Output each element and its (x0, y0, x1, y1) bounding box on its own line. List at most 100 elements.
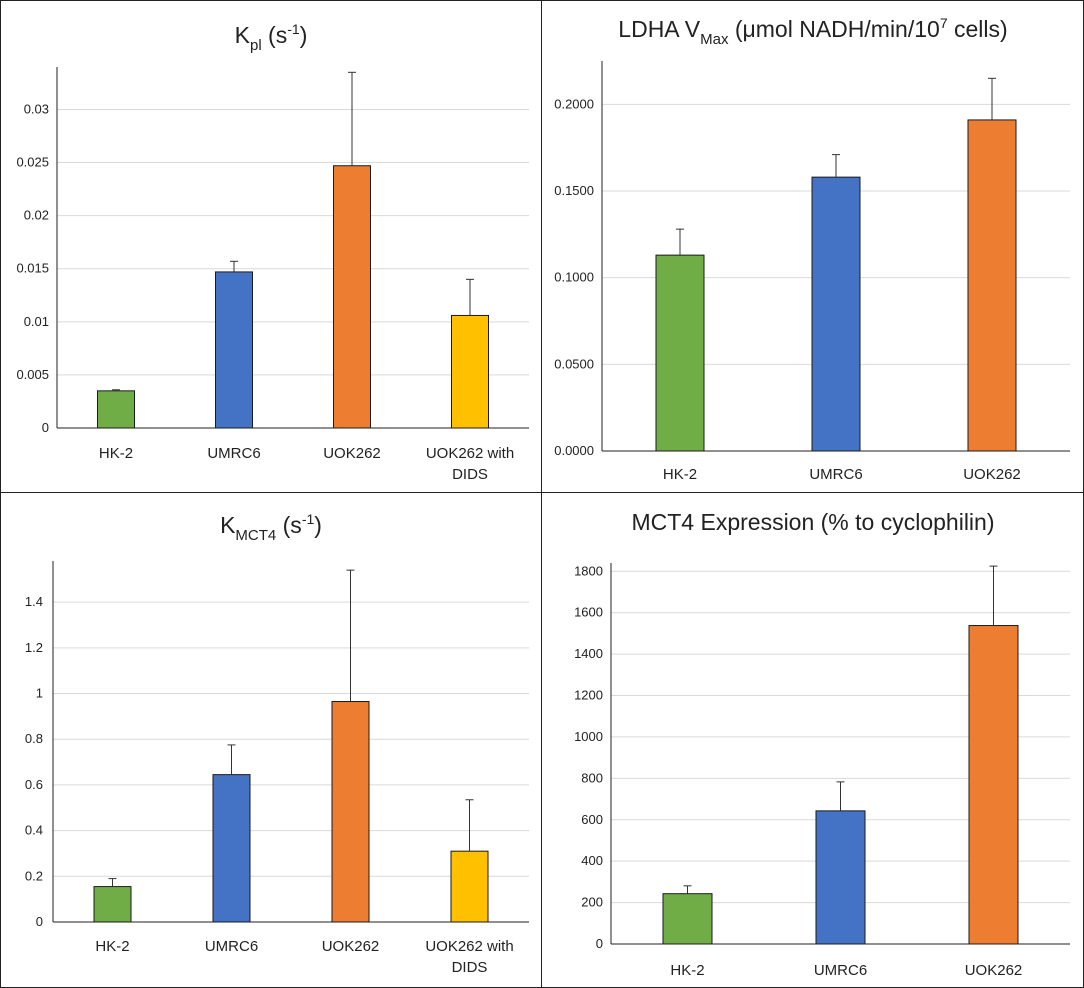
y-tick-label: 0.1000 (554, 270, 594, 285)
y-tick-label: 400 (581, 853, 603, 868)
y-tick-label: 1 (36, 686, 43, 701)
chart-panel-mct4-expression: MCT4 Expression (% to cyclophilin) 0 200 40… (541, 492, 1084, 988)
category-label-line: UOK262 (965, 962, 1023, 979)
title-base: K (220, 512, 236, 538)
title-base: K (235, 22, 251, 48)
title-text: (s (276, 512, 302, 538)
bar (451, 314, 489, 429)
title-base: MCT4 Expression (% to cyclophilin) (631, 509, 994, 535)
x-category-label: HK-2 (99, 445, 133, 462)
title-superscript: -1 (287, 21, 300, 37)
x-category-label: UOK262 (965, 962, 1023, 979)
x-category-label: UMRC6 (814, 962, 867, 979)
bar (967, 119, 1017, 452)
y-tick-label: 0.2000 (554, 96, 594, 111)
category-label-line: HK-2 (670, 962, 704, 979)
y-tick-label: 1000 (574, 729, 603, 744)
category-label-line: UMRC6 (814, 962, 867, 979)
y-tick-label: 0.8 (25, 731, 43, 746)
title-subscript: Max (700, 31, 729, 48)
category-label-line: DIDS (452, 959, 488, 976)
chart-panel-ldha-vmax: LDHA VMax (μmol NADH/min/107 cells) 0.000… (541, 0, 1084, 494)
x-category-label: UOK262 (963, 466, 1021, 483)
category-label-line: UMRC6 (205, 938, 258, 955)
y-tick-label: 0.015 (16, 261, 49, 276)
bar (968, 625, 1019, 945)
y-tick-label: 0 (596, 936, 603, 951)
y-tick-label: 1800 (574, 563, 603, 578)
y-tick-label: 0.0500 (554, 356, 594, 371)
x-category-label: HK-2 (95, 938, 129, 955)
x-category-label: UOK262 with DIDS (425, 938, 513, 976)
bar (662, 893, 713, 945)
y-tick-label: 0.025 (16, 155, 49, 170)
x-category-label: HK-2 (670, 962, 704, 979)
y-tick-label: 1200 (574, 688, 603, 703)
y-tick-label: 0.03 (24, 101, 49, 116)
category-label-line: HK-2 (99, 445, 133, 462)
category-label-line: UOK262 (323, 445, 381, 462)
x-category-label: UOK262 with DIDS (426, 445, 514, 483)
y-tick-label: 0.1500 (554, 183, 594, 198)
title-subscript: pl (250, 37, 262, 54)
y-tick-label: 0.005 (16, 367, 49, 382)
chart-kmct4: KMCT4 (s-1) 0 0.2 0.4 0.6 0.8 1 1.2 1.4 HK-2 UMRC6… (25, 511, 529, 976)
category-label-line: UMRC6 (809, 466, 862, 483)
x-category-label: UOK262 (322, 938, 380, 955)
x-category-label: UMRC6 (207, 445, 260, 462)
category-label-line: HK-2 (663, 466, 697, 483)
y-tick-label: 0 (36, 914, 43, 929)
bar (97, 390, 135, 429)
bar (93, 886, 132, 923)
category-label-line: HK-2 (95, 938, 129, 955)
y-tick-label: 0 (42, 420, 49, 435)
y-tick-label: 1.2 (25, 640, 43, 655)
title-end: ) (300, 22, 308, 48)
category-label-line: UOK262 with (426, 445, 514, 462)
title-text: (μmol NADH/min/10 (728, 16, 939, 42)
bar (815, 810, 866, 945)
title-text: (s (262, 22, 288, 48)
title-end: cells) (948, 16, 1008, 42)
chart-mct4-expression: MCT4 Expression (% to cyclophilin) 0 200 40… (574, 509, 1070, 979)
title-end: ) (314, 512, 322, 538)
y-tick-label: 1400 (574, 646, 603, 661)
bar (331, 701, 370, 923)
y-tick-label: 0.0000 (554, 443, 594, 458)
chart-panel-kpl: Kpl (s-1) 0 0.005 0.01 0.015 0.02 0.025 0.03 HK-… (0, 0, 543, 494)
category-label-line: UOK262 with (425, 938, 513, 955)
x-category-label: HK-2 (663, 466, 697, 483)
chart-ldha-vmax: LDHA VMax (μmol NADH/min/107 cells) 0.000… (554, 15, 1070, 483)
title-superscript: -1 (302, 511, 315, 527)
title-subscript: MCT4 (235, 527, 276, 544)
y-tick-label: 0.4 (25, 823, 43, 838)
x-category-label: UMRC6 (809, 466, 862, 483)
chart-kpl: Kpl (s-1) 0 0.005 0.01 0.015 0.02 0.025 0.03 HK-… (16, 21, 529, 483)
y-tick-label: 0.2 (25, 868, 43, 883)
y-tick-label: 0.6 (25, 777, 43, 792)
bar (655, 254, 705, 452)
category-label-line: UOK262 (322, 938, 380, 955)
y-tick-label: 1.4 (25, 594, 43, 609)
category-label-line: UMRC6 (207, 445, 260, 462)
bar (450, 850, 489, 923)
chart-title: LDHA VMax (μmol NADH/min/107 cells) (618, 15, 1007, 48)
chart-title: Kpl (s-1) (235, 21, 308, 54)
category-label-line: DIDS (452, 466, 488, 483)
title-base: LDHA V (618, 16, 700, 42)
y-tick-label: 0.01 (24, 314, 49, 329)
bar (212, 774, 251, 923)
bar (333, 165, 371, 429)
y-tick-label: 800 (581, 770, 603, 785)
chart-panel-kmct4: KMCT4 (s-1) 0 0.2 0.4 0.6 0.8 1 1.2 1.4 HK-2 UMRC6… (0, 492, 543, 988)
bar (811, 176, 861, 452)
x-category-label: UOK262 (323, 445, 381, 462)
chart-title: MCT4 Expression (% to cyclophilin) (631, 509, 994, 535)
y-tick-label: 600 (581, 812, 603, 827)
title-superscript: 7 (940, 15, 948, 31)
y-tick-label: 1600 (574, 605, 603, 620)
chart-title: KMCT4 (s-1) (220, 511, 322, 544)
y-tick-label: 0.02 (24, 208, 49, 223)
category-label-line: UOK262 (963, 466, 1021, 483)
y-tick-label: 200 (581, 895, 603, 910)
